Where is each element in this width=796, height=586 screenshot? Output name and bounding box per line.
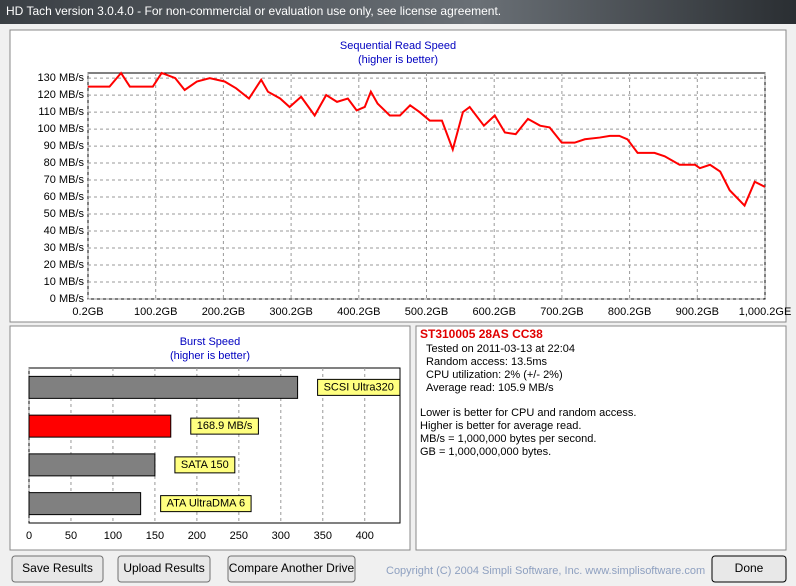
y-tick-label: 100 MB/s — [38, 123, 85, 135]
bar-label-box — [160, 495, 252, 513]
y-tick-label: 130 MB/s — [38, 72, 85, 84]
chart-subtitle: (higher is better) — [358, 54, 438, 66]
x-tick-label: 0 — [26, 530, 32, 542]
chart-title: Burst Speed — [180, 336, 241, 348]
y-tick-label: 0 MB/s — [50, 293, 85, 305]
x-tick-label: 600.2GB — [472, 306, 515, 318]
info-note: MB/s = 1,000,000 bytes per second. — [420, 433, 596, 445]
y-tick-label: 110 MB/s — [38, 106, 84, 118]
info-panel — [415, 325, 787, 551]
y-tick-label: 10 MB/s — [44, 276, 85, 288]
bar-label: SCSI Ultra320 — [324, 381, 394, 393]
title-bar — [0, 0, 796, 24]
x-tick-label: 900.2GB — [676, 306, 719, 318]
bar-label-box — [317, 378, 401, 396]
x-tick-label: 50 — [65, 530, 77, 542]
info-note: Higher is better for average read. — [420, 420, 581, 432]
x-tick-label: 300.2GB — [269, 306, 312, 318]
x-tick-label: 350 — [314, 530, 332, 542]
button[interactable] — [11, 555, 104, 583]
x-tick-label: 150 — [146, 530, 164, 542]
y-tick-label: 50 MB/s — [44, 208, 85, 220]
button-label[interactable]: Upload Results — [123, 561, 204, 575]
bar-label: 168.9 MB/s — [197, 420, 253, 432]
y-tick-label: 80 MB/s — [44, 157, 85, 169]
x-tick-label: 800.2GB — [608, 306, 651, 318]
y-tick-label: 70 MB/s — [44, 174, 85, 186]
button[interactable] — [711, 555, 787, 583]
x-tick-label: 100.2GB — [134, 306, 177, 318]
bar — [28, 492, 142, 516]
button[interactable] — [227, 555, 356, 583]
drive-detail: Average read: 105.9 MB/s — [426, 382, 554, 394]
x-tick-label: 100 — [104, 530, 122, 542]
bar — [28, 453, 156, 477]
x-tick-label: 250 — [230, 530, 248, 542]
chart-title: Sequential Read Speed — [340, 40, 456, 52]
x-tick-label: 500.2GB — [405, 306, 448, 318]
info-note: GB = 1,000,000,000 bytes. — [420, 446, 551, 458]
drive-detail: Random access: 13.5ms — [426, 356, 548, 368]
bar — [28, 375, 299, 399]
y-tick-label: 120 MB/s — [38, 89, 85, 101]
x-tick-label: 200.2GB — [202, 306, 245, 318]
bar-label: SATA 150 — [181, 459, 229, 471]
y-tick-label: 30 MB/s — [44, 242, 85, 254]
button-label[interactable]: Save Results — [22, 561, 93, 575]
y-tick-label: 40 MB/s — [44, 225, 85, 237]
x-tick-label: 400.2GB — [337, 306, 380, 318]
bar-label-box — [174, 456, 236, 474]
y-tick-label: 20 MB/s — [44, 259, 85, 271]
copyright: Copyright (C) 2004 Simpli Software, Inc.… — [386, 565, 705, 577]
drive-detail: Tested on 2011-03-13 at 22:04 — [426, 343, 575, 355]
button[interactable] — [117, 555, 211, 583]
button-label[interactable]: Done — [735, 561, 764, 575]
x-tick-label: 0.2GB — [72, 306, 103, 318]
bar-label: ATA UltraDMA 6 — [167, 498, 245, 510]
window-title: HD Tach version 3.0.4.0 - For non-commer… — [6, 4, 501, 18]
chart-subtitle: (higher is better) — [170, 350, 250, 362]
drive-name: ST310005 28AS CC38 — [420, 327, 543, 341]
drive-detail: CPU utilization: 2% (+/- 2%) — [426, 369, 563, 381]
bar — [28, 414, 172, 438]
bar-label-box — [190, 417, 259, 435]
y-tick-label: 60 MB/s — [44, 191, 85, 203]
x-tick-label: 200 — [188, 530, 206, 542]
x-tick-label: 300 — [272, 530, 290, 542]
x-tick-label: 1,000.2GE — [739, 306, 792, 318]
x-tick-label: 700.2GB — [540, 306, 583, 318]
info-note: Lower is better for CPU and random acces… — [420, 407, 636, 419]
button-label[interactable]: Compare Another Drive — [229, 561, 355, 575]
read-speed-line — [87, 71, 766, 208]
y-tick-label: 90 MB/s — [44, 140, 85, 152]
x-tick-label: 400 — [356, 530, 374, 542]
